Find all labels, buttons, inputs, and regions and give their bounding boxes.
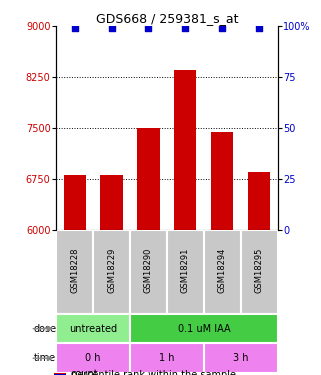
Bar — [130, 344, 204, 373]
Bar — [55, 374, 66, 375]
Bar — [93, 230, 130, 314]
Bar — [241, 230, 278, 314]
Bar — [100, 175, 123, 230]
Point — [72, 25, 77, 31]
Bar — [204, 230, 241, 314]
Text: GSM18228: GSM18228 — [70, 248, 79, 293]
Bar — [64, 174, 86, 230]
Bar — [130, 314, 278, 344]
Point — [220, 25, 225, 31]
Text: untreated: untreated — [69, 324, 117, 334]
Bar — [167, 230, 204, 314]
Text: percentile rank within the sample: percentile rank within the sample — [71, 370, 236, 375]
Bar — [56, 314, 130, 344]
Text: GSM18294: GSM18294 — [218, 248, 227, 293]
Text: GSM18229: GSM18229 — [107, 248, 116, 293]
Bar — [56, 230, 93, 314]
Text: 0.1 uM IAA: 0.1 uM IAA — [178, 324, 230, 334]
Text: GSM18295: GSM18295 — [255, 248, 264, 293]
Bar — [211, 132, 233, 230]
Point — [109, 25, 114, 31]
Text: GSM18291: GSM18291 — [181, 248, 190, 293]
Bar — [174, 70, 196, 230]
Text: 3 h: 3 h — [233, 353, 248, 363]
Bar — [204, 344, 278, 373]
Bar — [130, 230, 167, 314]
Point — [183, 25, 188, 31]
Text: 1 h: 1 h — [159, 353, 175, 363]
Text: time: time — [34, 353, 56, 363]
Text: dose: dose — [33, 324, 56, 334]
Bar — [248, 172, 270, 230]
Text: GSM18290: GSM18290 — [144, 248, 153, 293]
Text: 0 h: 0 h — [85, 353, 101, 363]
Bar — [137, 128, 160, 230]
Point — [146, 25, 151, 31]
Title: GDS668 / 259381_s_at: GDS668 / 259381_s_at — [96, 12, 238, 25]
Bar — [56, 344, 130, 373]
Text: count: count — [71, 369, 99, 375]
Point — [256, 25, 262, 31]
